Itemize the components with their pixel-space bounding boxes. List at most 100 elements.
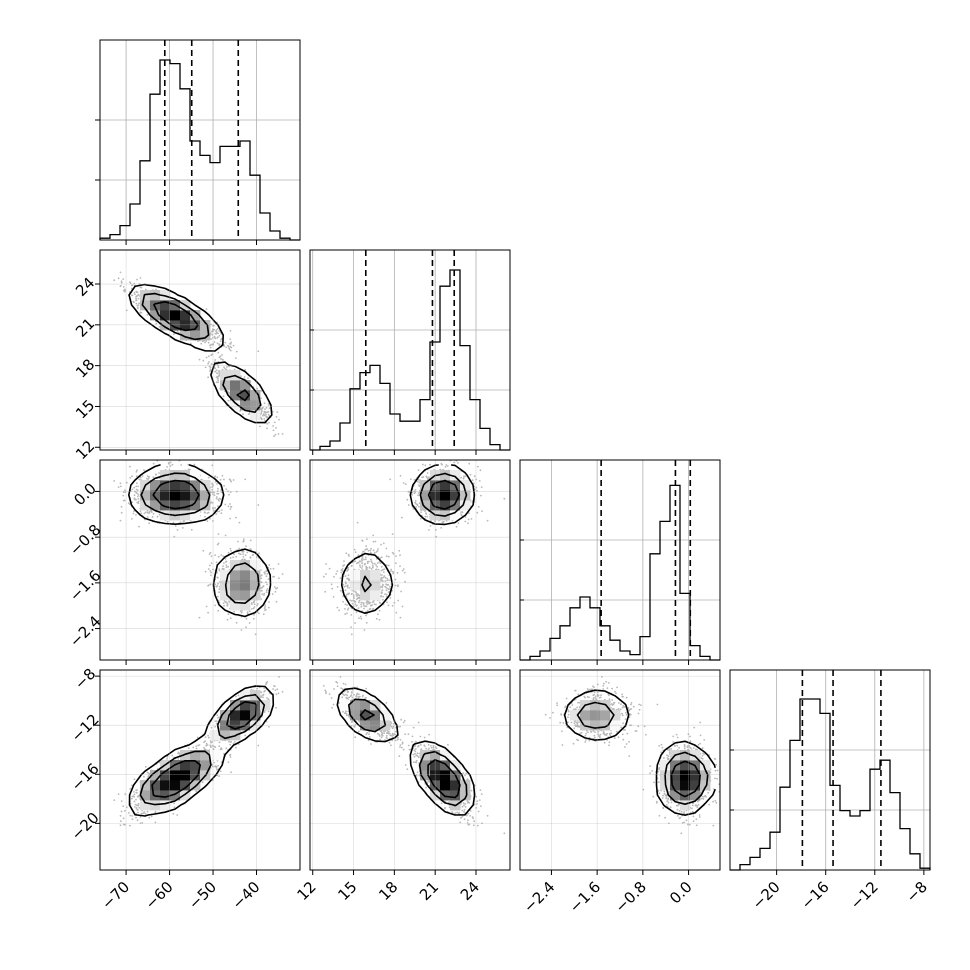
sample-point — [222, 359, 224, 361]
sample-point — [129, 465, 131, 468]
sample-point — [210, 363, 213, 365]
sample-point — [210, 501, 212, 504]
sample-point — [218, 370, 221, 372]
sample-point — [463, 475, 466, 478]
sample-point — [218, 568, 221, 570]
sample-point — [336, 586, 339, 588]
sample-point — [260, 569, 262, 571]
sample-point — [262, 585, 265, 587]
sample-point — [137, 297, 140, 300]
sample-point — [227, 551, 230, 554]
sample-point — [225, 566, 228, 568]
sample-point — [216, 572, 218, 574]
sample-point — [358, 597, 361, 600]
sample-point — [132, 512, 135, 515]
sample-point — [281, 690, 284, 693]
sample-point — [377, 613, 379, 616]
density-cell — [200, 330, 211, 341]
sample-point — [364, 556, 367, 559]
sample-point — [350, 614, 353, 616]
sample-point — [219, 340, 222, 343]
sample-point — [344, 603, 347, 606]
sample-point — [411, 491, 414, 494]
sample-point — [239, 410, 242, 412]
sample-point — [240, 611, 243, 614]
sample-point — [224, 503, 227, 506]
sample-point — [137, 498, 140, 500]
sample-point — [354, 560, 357, 563]
contour-line — [141, 292, 262, 413]
sample-point — [260, 574, 263, 576]
sample-point — [135, 470, 138, 473]
sample-point — [445, 520, 448, 522]
density-cell — [250, 390, 261, 401]
sample-point — [135, 514, 137, 516]
panel-p0-p3 — [113, 676, 284, 827]
sample-point — [378, 561, 381, 563]
sample-point — [440, 462, 443, 465]
sample-point — [346, 612, 348, 615]
sample-point — [113, 480, 116, 482]
sample-point — [375, 564, 377, 566]
density-cell — [250, 560, 261, 571]
sample-point — [263, 402, 266, 405]
density-cell — [240, 590, 251, 601]
sample-point — [248, 610, 251, 613]
sample-point — [229, 503, 231, 505]
sample-point — [216, 483, 218, 485]
density-cell — [170, 310, 181, 321]
density-cell — [230, 390, 241, 401]
sample-point — [272, 429, 275, 432]
contours — [340, 464, 476, 614]
sample-point — [136, 492, 139, 495]
sample-point — [263, 571, 266, 574]
sample-point — [361, 555, 364, 558]
sample-point — [387, 584, 389, 586]
sample-point — [385, 586, 388, 589]
density-cell — [150, 290, 161, 301]
sample-point — [209, 551, 212, 554]
sample-point — [395, 555, 397, 557]
sample-point — [254, 633, 257, 636]
sample-point — [239, 610, 242, 613]
sample-point — [353, 601, 356, 603]
sample-point — [380, 569, 383, 572]
sample-point — [249, 548, 252, 551]
sample-point — [266, 416, 269, 419]
sample-point — [169, 461, 172, 464]
sample-point — [378, 618, 381, 621]
sample-point — [258, 552, 260, 555]
sample-point — [480, 494, 482, 497]
density-cell — [160, 510, 171, 521]
sample-point — [135, 302, 138, 305]
sample-point — [278, 577, 280, 579]
sample-point — [143, 512, 146, 515]
sample-point — [238, 521, 241, 524]
sample-point — [366, 560, 369, 563]
sample-point — [229, 557, 232, 559]
sample-point — [339, 589, 342, 592]
sample-point — [354, 603, 357, 606]
sample-point — [473, 475, 476, 478]
density-cell — [190, 490, 201, 501]
sample-point — [355, 591, 357, 594]
sample-point — [365, 565, 368, 568]
sample-point — [228, 348, 231, 351]
sample-point — [224, 367, 227, 370]
sample-point — [214, 481, 217, 483]
sample-point — [145, 511, 147, 514]
sample-point — [215, 332, 218, 335]
sample-point — [261, 593, 264, 595]
sample-point — [365, 621, 368, 624]
sample-point — [362, 602, 364, 604]
sample-point — [208, 553, 211, 555]
sample-point — [370, 568, 373, 570]
sample-point — [219, 498, 222, 500]
sample-point — [353, 548, 356, 551]
sample-point — [240, 375, 242, 378]
sample-point — [350, 600, 353, 602]
sample-point — [197, 744, 200, 747]
sample-point — [218, 588, 221, 590]
sample-point — [135, 295, 138, 297]
sample-point — [204, 515, 206, 518]
